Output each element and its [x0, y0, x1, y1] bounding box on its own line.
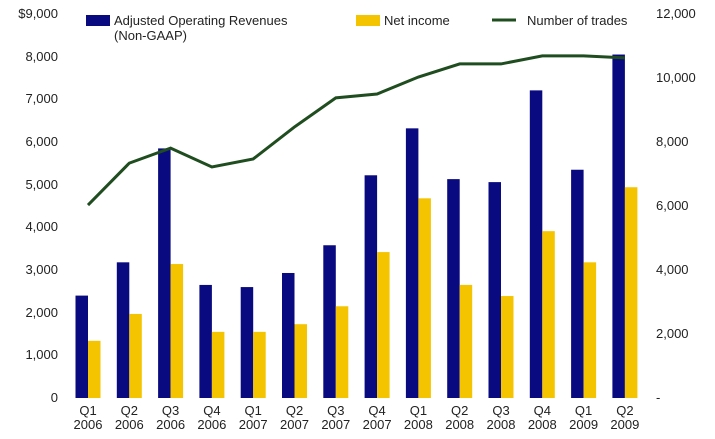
y-tick-label: 5,000: [25, 176, 58, 192]
bar: [529, 90, 543, 398]
x-tick-label: Q3 2006: [156, 403, 186, 432]
y2-tick-label: 8,000: [656, 134, 689, 149]
bar: [88, 340, 101, 398]
y-tick-label: 1,000: [25, 347, 58, 363]
legend-label: Number of trades: [527, 13, 628, 28]
x-tick-label: Q1 2006: [73, 403, 103, 432]
legend-swatch: [86, 15, 110, 26]
bar: [447, 179, 460, 398]
bar: [612, 54, 625, 399]
bar: [282, 272, 295, 398]
bar: [158, 148, 171, 398]
bar: [377, 252, 390, 398]
x-tick-label: Q2 2009: [610, 403, 640, 432]
y2-tick-label: 12,000: [656, 6, 696, 21]
bar: [116, 262, 130, 398]
bar: [364, 175, 378, 398]
legend-swatch: [356, 15, 380, 26]
y-tick-label: 0: [50, 390, 58, 405]
bar: [571, 169, 584, 398]
bar: [542, 231, 555, 398]
bar: [418, 198, 431, 398]
x-tick-label: Q2 2006: [114, 403, 144, 432]
y2-tick-label: 10,000: [656, 70, 696, 85]
y2-tick-label: 4,000: [656, 262, 689, 277]
bar: [75, 295, 88, 398]
x-tick-label: Q4 2007: [362, 403, 392, 432]
bar: [129, 313, 142, 398]
y-tick-label: 4,000: [25, 219, 58, 235]
x-tick-label: Q4 2008: [527, 403, 557, 432]
x-tick-label: Q1 2007: [238, 403, 268, 432]
y-tick-label: 2,000: [25, 304, 58, 320]
bar: [501, 296, 514, 398]
x-tick-label: Q4 2006: [197, 403, 227, 432]
y-tick-label: 7,000: [25, 91, 58, 107]
x-tick-label: Q1 2009: [569, 403, 599, 432]
line: [86, 54, 625, 207]
bar: [459, 284, 473, 398]
y-tick-label: 6,000: [25, 134, 58, 149]
x-tick-label: Q1 2008: [403, 403, 433, 432]
x-tick-label: Q3 2008: [486, 403, 516, 432]
bar: [211, 331, 225, 398]
x-tick-label: Q3 2007: [321, 403, 351, 432]
legend-label: Adjusted Operating Revenues (Non-GAAP): [114, 13, 288, 43]
bar: [405, 128, 419, 398]
y-tick-label: $9,000: [18, 6, 58, 21]
bar: [583, 262, 597, 398]
y-tick-label: 8,000: [25, 48, 58, 64]
bar: [323, 245, 336, 398]
legend-label: Net income: [384, 13, 450, 28]
y2-tick-label: 6,000: [656, 198, 689, 213]
bar: [240, 287, 254, 398]
bar: [624, 187, 638, 398]
x-tick-label: Q2 2007: [280, 403, 309, 432]
bar: [488, 182, 501, 398]
x-tick-label: Q2 2008: [445, 403, 475, 432]
bar: [294, 324, 307, 398]
y-tick-label: 3,000: [25, 262, 58, 277]
bar: [199, 284, 212, 398]
bar: [170, 264, 184, 398]
y2-tick-label: 2,000: [656, 326, 689, 341]
bar: [335, 306, 349, 398]
y2-tick-label: -: [656, 390, 661, 405]
bar: [253, 331, 266, 398]
